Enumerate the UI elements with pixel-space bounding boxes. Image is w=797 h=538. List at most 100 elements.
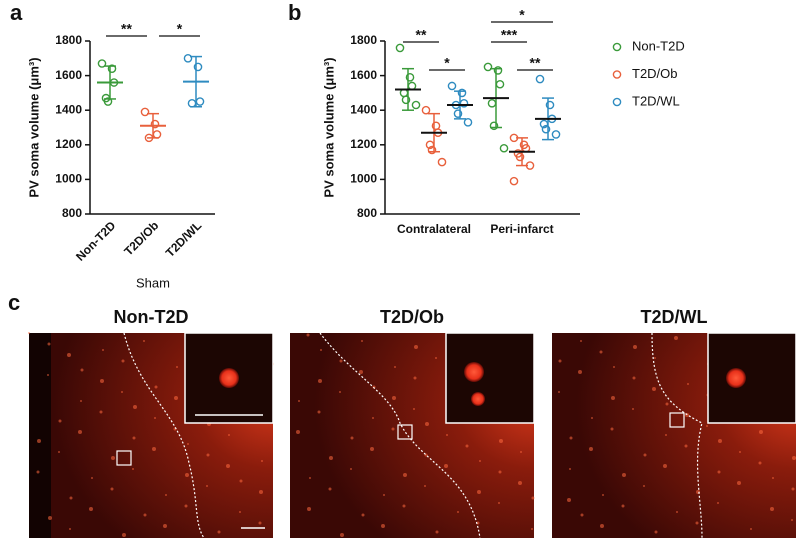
cell-speck bbox=[206, 485, 208, 487]
panel-letter: a bbox=[10, 0, 23, 25]
cell-speck bbox=[632, 376, 636, 380]
cell-speck bbox=[110, 487, 114, 491]
x-axis-label: Sham bbox=[136, 275, 170, 290]
cell-speck bbox=[391, 427, 395, 431]
cell-speck bbox=[69, 528, 71, 530]
cell-speck bbox=[569, 436, 573, 440]
y-tick-label: 1800 bbox=[55, 33, 82, 47]
data-point bbox=[395, 43, 405, 53]
cell-speck bbox=[465, 444, 469, 448]
x-tick-label: Non-T2D bbox=[73, 218, 118, 263]
micrograph bbox=[552, 332, 797, 538]
cell-speck bbox=[100, 379, 104, 383]
cell-speck bbox=[67, 353, 71, 357]
legend-label: Non-T2D bbox=[632, 38, 685, 53]
data-point bbox=[457, 88, 467, 98]
cell-speck bbox=[633, 345, 637, 349]
cell-speck bbox=[381, 524, 385, 528]
cell-speck bbox=[569, 468, 571, 470]
y-axis-label: PV soma volume (μm³) bbox=[321, 57, 336, 197]
data-point bbox=[541, 124, 551, 134]
cell-speck bbox=[591, 417, 593, 419]
cell-speck bbox=[424, 485, 426, 487]
cell-speck bbox=[446, 434, 448, 436]
micrograph bbox=[28, 332, 274, 538]
cell-speck bbox=[339, 359, 343, 363]
cell-speck bbox=[152, 447, 156, 451]
cell-speck bbox=[184, 504, 188, 508]
cell-speck bbox=[320, 349, 322, 351]
tissue-edge bbox=[29, 333, 51, 538]
image-title: T2D/WL bbox=[641, 307, 708, 327]
cell-speck bbox=[665, 434, 667, 436]
inset bbox=[707, 332, 797, 424]
data-point bbox=[97, 59, 107, 68]
micrograph bbox=[290, 332, 535, 538]
cell-speck bbox=[770, 507, 774, 511]
cell-speck bbox=[36, 470, 40, 474]
cell-speck bbox=[143, 513, 147, 517]
cell-speck bbox=[328, 487, 332, 491]
boundary-line bbox=[651, 332, 703, 538]
image-title: Non-T2D bbox=[114, 307, 189, 327]
cell-speck bbox=[122, 533, 126, 537]
cell-speck bbox=[163, 524, 167, 528]
cell-speck bbox=[558, 359, 562, 363]
data-point bbox=[509, 176, 519, 186]
cell-speck bbox=[654, 357, 656, 359]
cell-speck bbox=[684, 444, 688, 448]
cell-speck bbox=[350, 468, 352, 470]
cell-speck bbox=[78, 430, 82, 434]
significance-label: ** bbox=[416, 27, 427, 43]
cell-speck bbox=[665, 402, 669, 406]
cell-speck bbox=[298, 400, 300, 402]
cell-speck bbox=[372, 417, 374, 419]
cell-speck bbox=[663, 464, 667, 468]
y-tick-label: 1400 bbox=[55, 102, 82, 116]
y-tick-label: 1600 bbox=[55, 68, 82, 82]
cell-speck bbox=[69, 496, 73, 500]
cell-speck bbox=[479, 460, 481, 462]
cell-speck bbox=[261, 460, 263, 462]
cell-speck bbox=[414, 345, 418, 349]
cell-speck bbox=[102, 349, 104, 351]
x-tick-label: Peri-infarct bbox=[490, 222, 553, 236]
cell-speck bbox=[567, 498, 571, 502]
data-point bbox=[183, 54, 193, 63]
data-point bbox=[107, 64, 117, 73]
cell-speck bbox=[239, 479, 243, 483]
cell-speck bbox=[425, 422, 429, 426]
cell-speck bbox=[687, 383, 689, 385]
region-box bbox=[669, 412, 685, 428]
cell-speck bbox=[350, 436, 354, 440]
cell-speck bbox=[370, 447, 374, 451]
cell-speck bbox=[791, 519, 793, 521]
cell-speck bbox=[121, 391, 123, 393]
cell-speck bbox=[578, 370, 582, 374]
cell-speck bbox=[643, 485, 645, 487]
cell-speck bbox=[621, 504, 625, 508]
significance-label: ** bbox=[121, 21, 132, 37]
cell-speck bbox=[750, 528, 752, 530]
data-point bbox=[140, 107, 150, 117]
data-point bbox=[487, 98, 497, 108]
data-point bbox=[489, 121, 499, 131]
data-point bbox=[195, 97, 205, 106]
cell-speck bbox=[531, 528, 533, 530]
cell-speck bbox=[394, 366, 396, 368]
cell-speck bbox=[674, 336, 678, 340]
cell-speck bbox=[47, 342, 51, 346]
data-point bbox=[421, 105, 431, 115]
cell-speck bbox=[226, 464, 230, 468]
data-point bbox=[463, 118, 473, 127]
cell-speck bbox=[499, 439, 503, 443]
cell-speck bbox=[309, 477, 311, 479]
cell-speck bbox=[643, 453, 647, 457]
significance-label: ** bbox=[530, 55, 541, 71]
data-point bbox=[401, 95, 411, 105]
cell-speck bbox=[383, 494, 385, 496]
cell-speck bbox=[717, 502, 719, 504]
y-tick-label: 1600 bbox=[350, 68, 377, 82]
inset-cell bbox=[726, 368, 746, 388]
cell-speck bbox=[176, 366, 178, 368]
